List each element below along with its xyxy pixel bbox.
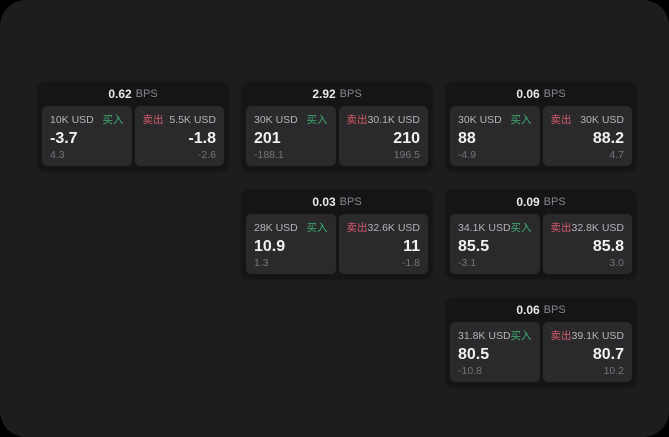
quote-card: 0.09 BPS 34.1K USD 买入 85.5 -3.1 卖出 32.8K… [446, 190, 636, 278]
sell-price: -1.8 [188, 129, 216, 147]
buy-price: 85.5 [458, 237, 490, 255]
sell-delta: 196.5 [393, 149, 420, 161]
quote-card: 0.62 BPS 10K USD 买入 -3.7 4.3 卖出 5.5K USD… [38, 82, 228, 170]
buy-side-label: 买入 [510, 330, 532, 342]
sell-delta: -2.6 [197, 149, 216, 161]
sell-delta: -1.8 [401, 257, 420, 269]
sell-side-label: 卖出 [550, 330, 572, 342]
bps-header: 2.92 BPS [242, 82, 432, 106]
bps-header: 0.62 BPS [38, 82, 228, 106]
sell-price: 210 [393, 129, 420, 147]
buy-size: 30K USD [254, 114, 298, 126]
bps-value: 0.09 [516, 195, 540, 209]
buy-side-label: 买入 [510, 222, 532, 234]
sell-tile[interactable]: 卖出 39.1K USD 80.7 10.2 [542, 322, 632, 382]
buy-delta: 1.3 [254, 257, 269, 269]
bps-unit-label: BPS [543, 304, 566, 316]
buy-size: 34.1K USD [458, 222, 511, 234]
bps-header: 0.06 BPS [446, 82, 636, 106]
quote-card: 2.92 BPS 30K USD 买入 201 -188.1 卖出 30.1K … [242, 82, 432, 170]
sell-size: 32.6K USD [367, 222, 421, 234]
quote-card: 0.03 BPS 28K USD 买入 10.9 1.3 卖出 32.6K US… [242, 190, 432, 278]
buy-size: 28K USD [254, 222, 298, 234]
buy-tile[interactable]: 28K USD 买入 10.9 1.3 [246, 214, 336, 274]
buy-price: 10.9 [254, 237, 286, 255]
sell-size: 5.5K USD [169, 114, 216, 126]
sell-side-label: 卖出 [142, 114, 164, 126]
bps-header: 0.06 BPS [446, 298, 636, 322]
buy-size: 30K USD [458, 114, 502, 126]
quote-card: 0.06 BPS 30K USD 买入 88 -4.9 卖出 30K USD 8… [446, 82, 636, 170]
sell-side-label: 卖出 [550, 114, 572, 126]
sell-side-label: 卖出 [550, 222, 572, 234]
sell-tile[interactable]: 卖出 32.8K USD 85.8 3.0 [542, 214, 632, 274]
bps-unit-label: BPS [339, 88, 362, 100]
buy-size: 31.8K USD [458, 330, 511, 342]
sell-size: 30.1K USD [367, 114, 421, 126]
quote-card: 0.06 BPS 31.8K USD 买入 80.5 -10.8 卖出 39.1… [446, 298, 636, 386]
sell-price: 85.8 [592, 237, 624, 255]
buy-side-label: 买入 [510, 114, 532, 126]
sell-price: 88.2 [592, 129, 624, 147]
bps-value: 0.06 [516, 303, 540, 317]
sell-size: 39.1K USD [571, 330, 625, 342]
sell-delta: 10.2 [603, 365, 624, 377]
sell-price: 11 [403, 237, 420, 255]
sell-tile[interactable]: 卖出 30.1K USD 210 196.5 [338, 106, 428, 166]
bps-value: 0.06 [516, 87, 540, 101]
buy-size: 10K USD [50, 114, 94, 126]
bps-header: 0.09 BPS [446, 190, 636, 214]
buy-price: 88 [458, 129, 476, 147]
bps-header: 0.03 BPS [242, 190, 432, 214]
sell-side-label: 卖出 [346, 114, 368, 126]
buy-tile[interactable]: 10K USD 买入 -3.7 4.3 [42, 106, 132, 166]
bps-unit-label: BPS [135, 88, 158, 100]
sell-delta: 3.0 [609, 257, 624, 269]
sell-side-label: 卖出 [346, 222, 368, 234]
sell-size: 32.8K USD [571, 222, 625, 234]
buy-side-label: 买入 [306, 114, 328, 126]
buy-delta: -4.9 [458, 149, 477, 161]
buy-tile[interactable]: 31.8K USD 买入 80.5 -10.8 [450, 322, 540, 382]
buy-tile[interactable]: 34.1K USD 买入 85.5 -3.1 [450, 214, 540, 274]
sell-tile[interactable]: 卖出 30K USD 88.2 4.7 [542, 106, 632, 166]
sell-price: 80.7 [592, 345, 624, 363]
buy-tile[interactable]: 30K USD 买入 201 -188.1 [246, 106, 336, 166]
bps-value: 2.92 [312, 87, 336, 101]
bps-unit-label: BPS [339, 196, 362, 208]
sell-delta: 4.7 [609, 149, 624, 161]
buy-delta: -10.8 [458, 365, 482, 377]
buy-side-label: 买入 [306, 222, 328, 234]
bps-unit-label: BPS [543, 88, 566, 100]
bps-value: 0.62 [108, 87, 132, 101]
buy-price: -3.7 [50, 129, 78, 147]
buy-side-label: 买入 [102, 114, 124, 126]
sell-tile[interactable]: 卖出 5.5K USD -1.8 -2.6 [134, 106, 224, 166]
buy-price: 201 [254, 129, 281, 147]
buy-delta: -188.1 [254, 149, 284, 161]
buy-price: 80.5 [458, 345, 490, 363]
bps-value: 0.03 [312, 195, 336, 209]
bps-unit-label: BPS [543, 196, 566, 208]
buy-delta: 4.3 [50, 149, 65, 161]
buy-tile[interactable]: 30K USD 买入 88 -4.9 [450, 106, 540, 166]
sell-tile[interactable]: 卖出 32.6K USD 11 -1.8 [338, 214, 428, 274]
sell-size: 30K USD [580, 114, 624, 126]
buy-delta: -3.1 [458, 257, 477, 269]
